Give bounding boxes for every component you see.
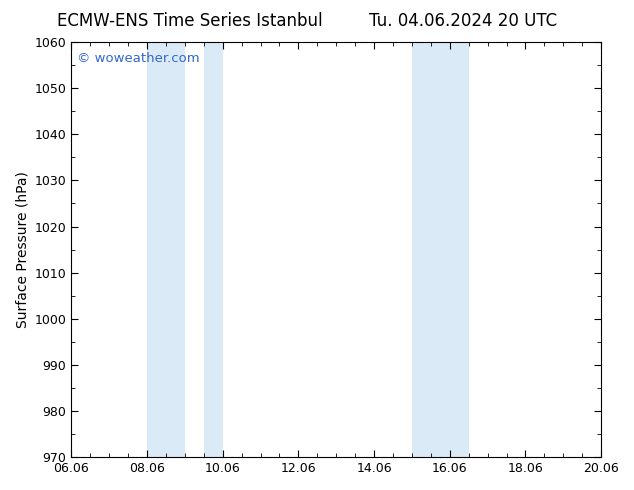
Text: ECMW-ENS Time Series Istanbul: ECMW-ENS Time Series Istanbul: [58, 12, 323, 30]
Bar: [450, 42, 469, 457]
Text: © woweather.com: © woweather.com: [77, 52, 199, 66]
Bar: [412, 42, 450, 457]
Bar: [204, 42, 223, 457]
Y-axis label: Surface Pressure (hPa): Surface Pressure (hPa): [15, 171, 29, 328]
Text: Tu. 04.06.2024 20 UTC: Tu. 04.06.2024 20 UTC: [369, 12, 557, 30]
Bar: [147, 42, 185, 457]
